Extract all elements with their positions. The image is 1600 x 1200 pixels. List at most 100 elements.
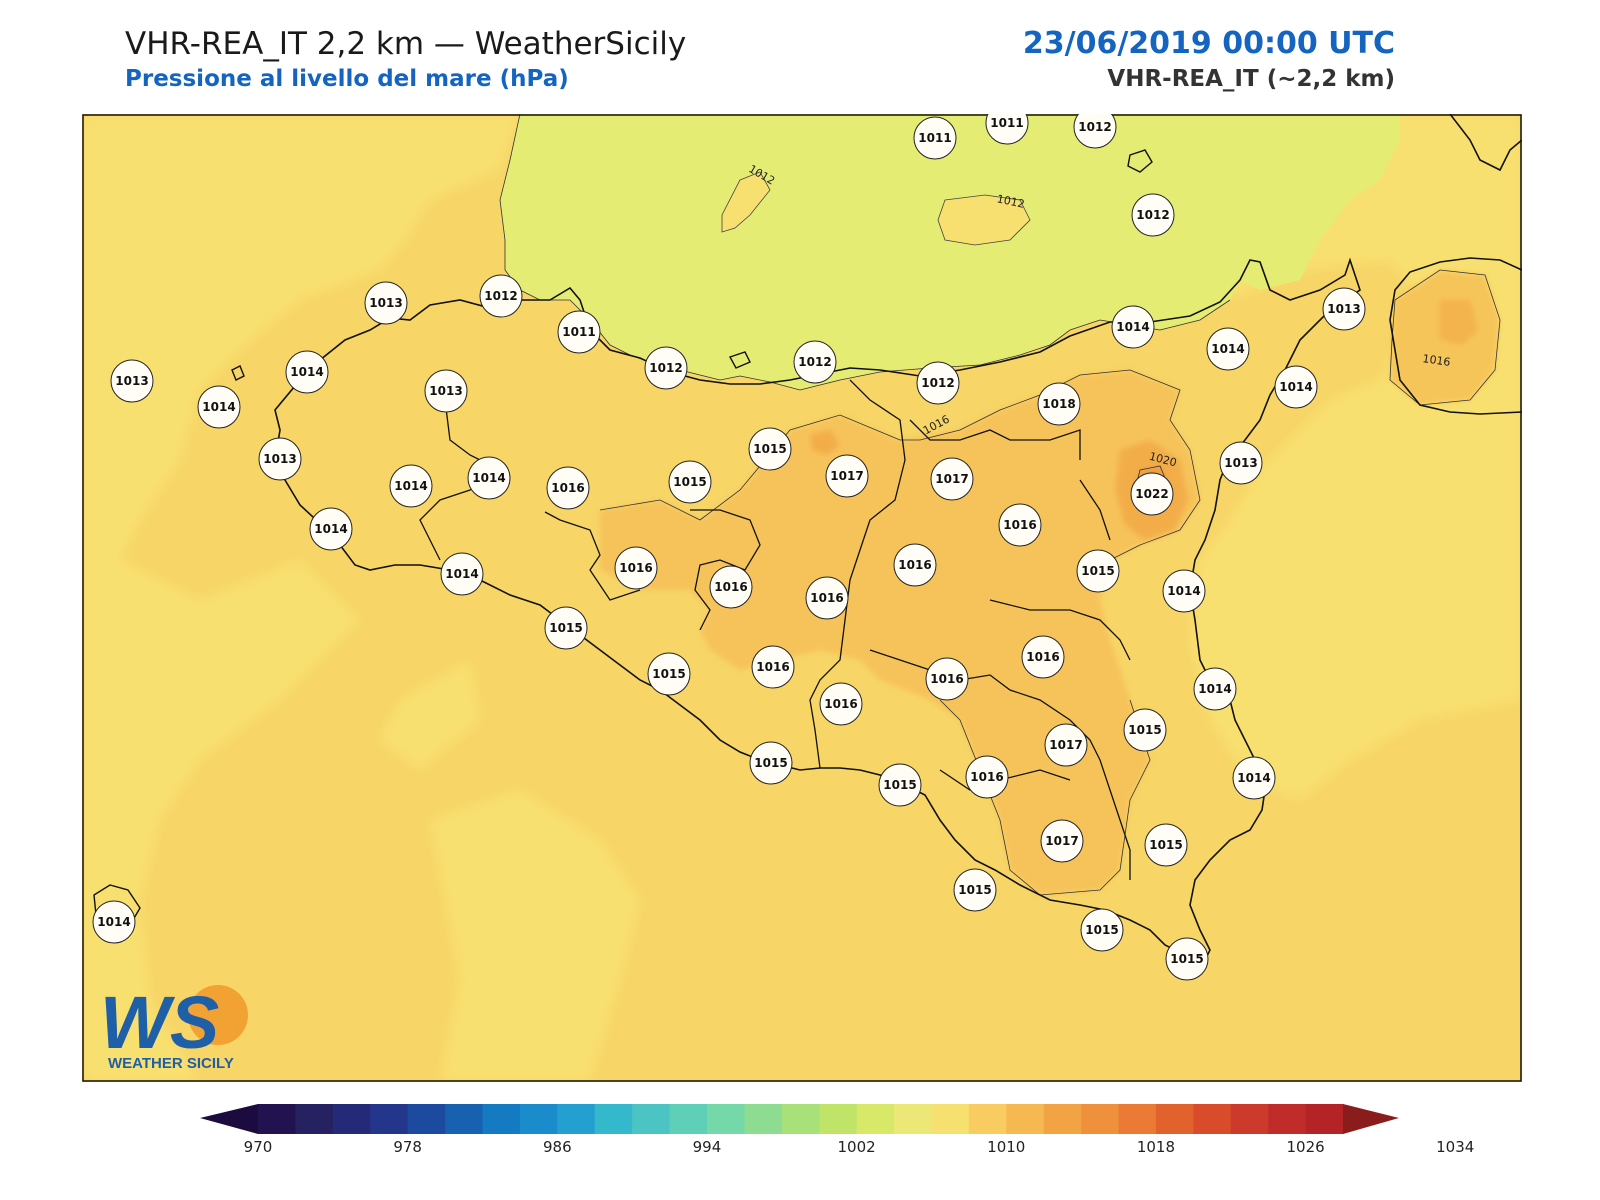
station-value: 1012 <box>921 376 954 390</box>
station-value: 1015 <box>754 756 787 770</box>
station-circle <box>1080 908 1124 952</box>
station-marker: 1013 <box>424 369 468 413</box>
station-marker: 1013 <box>110 359 154 403</box>
station-value: 1016 <box>551 481 584 495</box>
station-circle <box>1219 441 1263 485</box>
station-marker: 1017 <box>930 457 974 501</box>
station-marker: 1015 <box>668 460 712 504</box>
colorbar-swatch <box>370 1104 409 1134</box>
station-marker: 1011 <box>557 310 601 354</box>
station-circle <box>749 741 793 785</box>
colorbar-swatch <box>781 1104 820 1134</box>
station-circle <box>544 606 588 650</box>
station-value: 1016 <box>898 558 931 572</box>
station-value: 1015 <box>883 778 916 792</box>
station-value: 1014 <box>314 522 347 536</box>
station-marker: 1013 <box>1322 287 1366 331</box>
logo-text: WEATHER SICILY <box>108 1055 234 1072</box>
station-marker: 1012 <box>644 346 688 390</box>
logo-sun-icon <box>188 985 248 1045</box>
station-value: 1014 <box>290 365 323 379</box>
colorbar-tick-label: 1026 <box>1286 1138 1325 1156</box>
colorbar-swatch <box>856 1104 895 1134</box>
station-marker: 1014 <box>1111 305 1155 349</box>
station-value: 1015 <box>958 883 991 897</box>
station-marker: 1015 <box>647 652 691 696</box>
station-circle <box>751 645 795 689</box>
colorbar-swatch <box>295 1104 334 1134</box>
ustica-island <box>728 351 751 369</box>
pressure-field-1012-island <box>721 171 771 233</box>
colorbar-swatch <box>1118 1104 1157 1134</box>
colorbar-swatch <box>1268 1104 1307 1134</box>
chart-datetime: 23/06/2019 00:00 UTC <box>1022 26 1395 61</box>
station-circle <box>930 457 974 501</box>
colorbar-swatch <box>1043 1104 1082 1134</box>
station-circle <box>1274 365 1318 409</box>
station-value: 1016 <box>810 591 843 605</box>
colorbar-swatch <box>1155 1104 1194 1134</box>
station-marker: 1014 <box>389 464 433 508</box>
station-circle <box>1076 549 1120 593</box>
station-circle <box>925 657 969 701</box>
station-value: 1015 <box>1149 838 1182 852</box>
station-circle <box>389 464 433 508</box>
station-marker: 1012 <box>1073 114 1117 149</box>
station-value: 1016 <box>619 561 652 575</box>
station-value: 1013 <box>1327 302 1360 316</box>
colorbar-swatch <box>407 1104 446 1134</box>
colorbar-swatch <box>894 1104 932 1134</box>
station-marker: 1015 <box>1144 823 1188 867</box>
station-value: 1014 <box>1167 584 1200 598</box>
station-marker: 1014 <box>285 350 329 394</box>
station-value: 1013 <box>115 374 148 388</box>
station-circle <box>1123 708 1167 752</box>
station-marker: 1016 <box>614 546 658 590</box>
station-circle <box>614 546 658 590</box>
station-circle <box>479 274 523 318</box>
colorbar-swatch <box>968 1104 1007 1134</box>
station-value: 1016 <box>824 697 857 711</box>
station-value: 1015 <box>1081 564 1114 578</box>
station-circle <box>1131 193 1175 237</box>
station-value: 1012 <box>1136 208 1169 222</box>
station-value: 1017 <box>1049 738 1082 752</box>
colorbar-tick-label: 978 <box>393 1138 422 1156</box>
map-frame <box>82 114 1522 1082</box>
station-circle <box>878 763 922 807</box>
colorbar-swatch <box>557 1104 596 1134</box>
station-marker: 1013 <box>1219 441 1263 485</box>
isobar-line-calabria <box>1389 269 1501 406</box>
colorbar-tick-label: 1018 <box>1136 1138 1176 1156</box>
station-value: 1012 <box>649 361 682 375</box>
station-circle <box>998 503 1042 547</box>
station-marker: 1015 <box>1080 908 1124 952</box>
colorbar-tick-label: 1034 <box>1436 1138 1475 1156</box>
chart-subtitle: Pressione al livello del mare (hPa) <box>125 66 569 92</box>
station-circle <box>1037 382 1081 426</box>
station-circle <box>1111 305 1155 349</box>
station-circle <box>440 552 484 596</box>
colorbar-swatch <box>445 1104 483 1134</box>
station-circle <box>467 456 511 500</box>
station-value: 1017 <box>830 469 863 483</box>
colorbar-swatch <box>594 1104 633 1134</box>
station-marker: 1013 <box>258 437 302 481</box>
station-value: 1022 <box>1135 487 1168 501</box>
colorbar-swatch <box>1305 1104 1344 1134</box>
station-marker: 1012 <box>479 274 523 318</box>
station-marker: 1011 <box>985 114 1029 145</box>
station-value: 1016 <box>714 580 747 594</box>
station-value: 1015 <box>1128 723 1161 737</box>
station-marker: 1015 <box>1165 937 1209 981</box>
colorbar-swatch <box>819 1104 858 1134</box>
station-marker: 1014 <box>467 456 511 500</box>
station-circle <box>1021 635 1065 679</box>
station-value: 1011 <box>990 116 1023 130</box>
station-circle <box>709 565 753 609</box>
station-circle <box>1165 937 1209 981</box>
colorbar-tick-label: 1010 <box>987 1138 1026 1156</box>
colorbar-swatch <box>1230 1104 1269 1134</box>
station-marker: 1014 <box>1193 667 1237 711</box>
